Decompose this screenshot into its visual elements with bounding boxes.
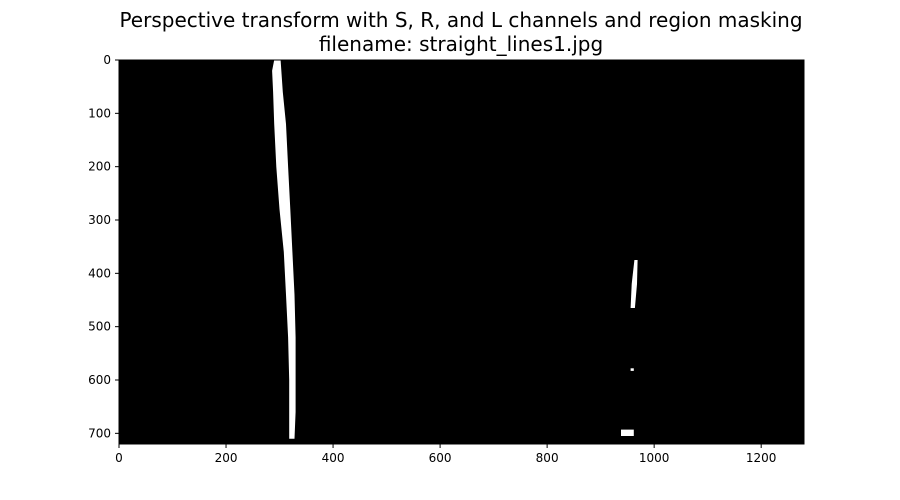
mask-region-3 xyxy=(630,368,634,371)
mask-region-1 xyxy=(272,60,296,439)
y-tick-label: 200 xyxy=(88,160,111,174)
x-tick-label: 0 xyxy=(115,451,123,465)
y-tick-label: 0 xyxy=(103,53,111,67)
image-background xyxy=(119,60,804,444)
y-tick-label: 100 xyxy=(88,106,111,120)
x-tick-label: 600 xyxy=(429,451,452,465)
y-tick-label: 300 xyxy=(88,213,111,227)
x-tick-label: 1000 xyxy=(639,451,670,465)
y-tick-label: 700 xyxy=(88,426,111,440)
x-tick-label: 1200 xyxy=(746,451,777,465)
chart-title: Perspective transform with S, R, and L c… xyxy=(119,8,803,32)
x-tick-label: 800 xyxy=(536,451,559,465)
mask-region-2 xyxy=(630,260,638,308)
axes-frame xyxy=(118,59,805,445)
chart-subtitle: filename: straight_lines1.jpg xyxy=(318,32,604,56)
y-tick-label: 600 xyxy=(88,373,111,387)
x-tick-label: 200 xyxy=(215,451,238,465)
y-tick-label: 400 xyxy=(88,266,111,280)
x-tick-label: 400 xyxy=(322,451,345,465)
mask-region-4 xyxy=(621,429,634,436)
y-tick-label: 500 xyxy=(88,320,111,334)
